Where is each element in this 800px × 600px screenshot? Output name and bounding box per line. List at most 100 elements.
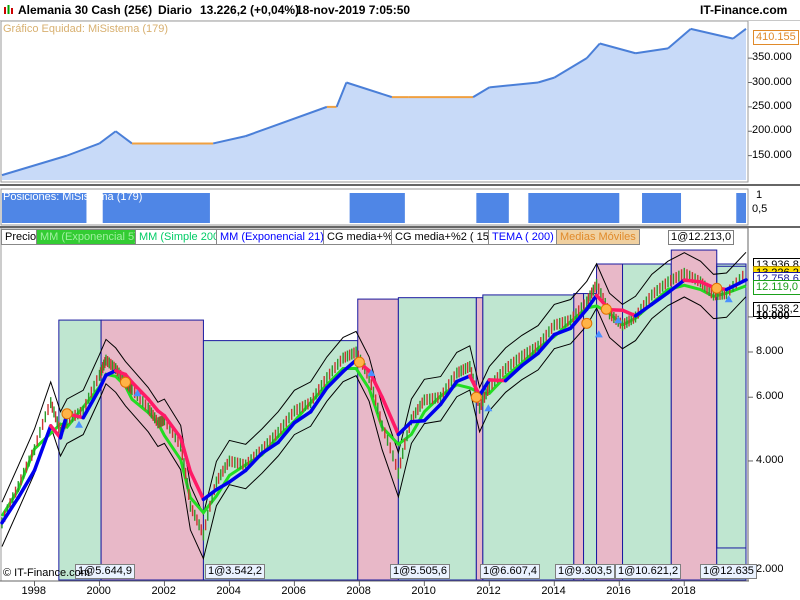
equity-segment (346, 81, 393, 99)
time-tick-label: 2018 (671, 585, 696, 597)
trade-tag[interactable]: 1@6.607,4 (480, 564, 540, 579)
equity-tick-label: 300.000 (752, 75, 792, 88)
ema-slow-segment (422, 402, 443, 423)
price-tick-label: 2.000 (756, 562, 784, 575)
equity-segment (553, 57, 588, 79)
ema-slow-segment (243, 451, 264, 473)
time-tick-label: 2004 (216, 585, 241, 597)
equity-panel-label[interactable]: Gráfico Equidad: MiSistema (179) (3, 23, 169, 35)
position-bar (528, 193, 620, 223)
equity-tick-label: 150.000 (752, 148, 792, 161)
ema-slow-falling-segment (178, 436, 193, 474)
long-position-zone (58, 319, 102, 581)
price-tick-label: 10.000 (756, 309, 790, 322)
ema-slow-falling-segment (146, 397, 160, 413)
positions-bars (2, 193, 746, 223)
equity-segment (212, 135, 246, 145)
equity-area (2, 28, 746, 180)
last-trade-tag[interactable]: 1@12.213,0 (668, 230, 735, 245)
ema-slow-segment (104, 368, 118, 377)
legend-item[interactable]: MM (Simple 200) (135, 229, 227, 245)
period-label: Diario (158, 3, 193, 17)
trade-tag[interactable]: 1@5.644,9 (75, 564, 135, 579)
price-tick-label: 8.000 (756, 344, 784, 357)
price-series (0, 251, 748, 561)
ema-slow-segment (520, 351, 540, 368)
equity-segment (1, 154, 68, 177)
time-tick-label: 2000 (86, 585, 111, 597)
buy-arrow-icon (133, 389, 142, 397)
ema-slow-segment (455, 374, 472, 384)
ema-slow-falling-segment (48, 424, 63, 440)
long-position-zone (482, 294, 575, 581)
ema-slow-segment (396, 419, 414, 437)
legend-item[interactable]: Medias Móviles (556, 229, 640, 245)
equity-segment (599, 42, 636, 55)
last-price: 13.226,2 (+0,04%) (200, 3, 300, 17)
chart-header: Alemania 30 Cash (25€) Diario 13.226,2 (… (0, 0, 800, 21)
equity-curve (1, 27, 747, 180)
legend-item[interactable]: TEMA ( 200) (488, 229, 558, 245)
position-bar (476, 193, 509, 223)
long-position-zone (716, 263, 747, 581)
ema-slow-segment (260, 440, 280, 456)
equity-segment (586, 42, 601, 59)
ema-slow-segment (568, 307, 589, 331)
equity-segment (245, 105, 328, 138)
legend-item[interactable]: CG media+%2 ( 15) (391, 229, 497, 245)
equity-segment (472, 86, 490, 98)
signal-marker (711, 282, 723, 294)
trade-tag[interactable]: 1@5.505,6 (390, 564, 450, 579)
ema-slow-segment (633, 302, 654, 318)
short-position-zone (475, 297, 484, 581)
position-bar (736, 193, 746, 223)
time-tick-label: 2016 (606, 585, 631, 597)
ema-slow-segment (477, 378, 492, 398)
equity-segment (66, 142, 100, 157)
ema-slow-segment (536, 332, 557, 356)
ema-slow-segment (214, 480, 232, 492)
ema-slow-falling-segment (188, 470, 206, 502)
time-tick-label: 2002 (151, 585, 176, 597)
lower-band (1, 296, 747, 561)
ema-slow-segment (666, 278, 687, 295)
ema-slow-falling-segment (487, 378, 508, 383)
time-tick-label: 2012 (476, 585, 501, 597)
trade-tag[interactable]: 1@12.635 (700, 564, 757, 579)
signal-marker (581, 317, 593, 329)
ema-slow-segment (16, 468, 37, 500)
legend-item[interactable]: MM (Exponencial 5) (36, 229, 142, 245)
time-tick-label: 1998 (21, 585, 46, 597)
legend-item[interactable]: MM (Exponencial 21) (216, 229, 328, 245)
buy-arrow-icon (484, 404, 493, 412)
legend-item[interactable]: CG media+% (323, 229, 397, 245)
position-bar (2, 193, 87, 223)
positions-tick-1: 1 (756, 189, 763, 201)
trade-tag[interactable]: 1@10.621,2 (615, 564, 682, 579)
ema-slow-falling-segment (682, 278, 703, 284)
axes (33, 57, 753, 586)
buy-arrow-icon (74, 420, 83, 428)
ema-slow-segment (308, 386, 329, 414)
trade-tag[interactable]: 1@3.542,2 (205, 564, 265, 579)
open-position-box (716, 265, 747, 549)
price-value-box: 10.538,2 (753, 301, 800, 317)
chart-type-icon[interactable] (3, 4, 14, 15)
equity-tick-label: 200.000 (752, 124, 792, 137)
ema-slow-falling-segment (698, 280, 716, 290)
trade-tag[interactable]: 1@9.303,5 (555, 564, 615, 579)
ema-slow-falling-segment (130, 380, 150, 401)
instrument-name: Alemania 30 Cash (25€) (18, 3, 153, 17)
ema-slow-segment (650, 290, 670, 307)
ema-slow-segment (503, 363, 524, 383)
ema-slow-falling-segment (620, 308, 638, 318)
upper-band (1, 251, 747, 516)
legend-item[interactable]: Precio (1, 229, 41, 245)
positions-tick-half: 0,5 (752, 203, 768, 215)
long-position-zone (583, 293, 598, 581)
equity-segment (690, 27, 734, 40)
equity-segment (335, 82, 348, 108)
positions-panel-label[interactable]: Posiciones: MiSistema (179) (3, 191, 143, 203)
ema-slow-segment (585, 293, 599, 311)
